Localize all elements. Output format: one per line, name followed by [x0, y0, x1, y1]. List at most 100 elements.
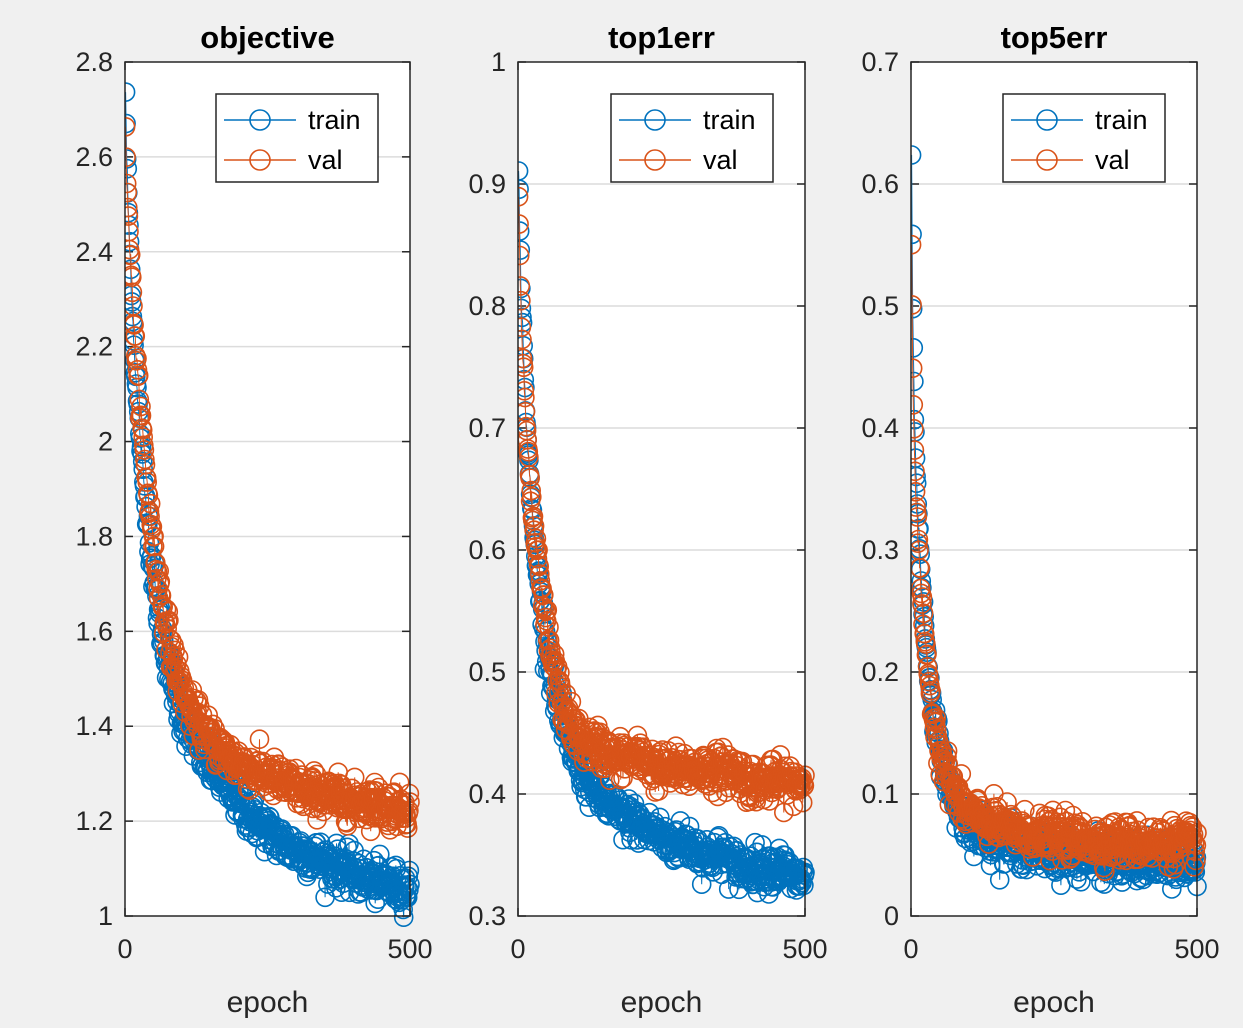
- data-point-train: [393, 907, 414, 928]
- data-point-val: [938, 754, 959, 774]
- data-point-val: [144, 536, 165, 557]
- x-axis-label: epoch: [227, 986, 309, 1019]
- data-point-val: [125, 206, 139, 226]
- data-point-val: [924, 711, 944, 731]
- legend-label-train: train: [1095, 105, 1148, 135]
- data-point-val: [912, 587, 933, 607]
- data-point-val: [917, 656, 938, 677]
- data-point-train: [911, 409, 925, 430]
- data-point-train: [792, 872, 812, 893]
- data-point-val: [911, 358, 923, 378]
- axes-border: [910, 61, 1198, 917]
- data-point-train: [397, 887, 418, 908]
- data-point-val: [304, 761, 325, 781]
- data-point-val: [599, 770, 620, 791]
- data-point-val: [518, 290, 531, 311]
- data-point-val: [911, 295, 922, 315]
- data-point-val: [188, 690, 209, 710]
- y-tick-label: 0.5: [861, 291, 899, 321]
- data-point-val: [926, 719, 947, 740]
- data-point-val: [610, 769, 631, 790]
- legend-marker-train: [644, 109, 666, 131]
- data-point-val: [550, 662, 570, 683]
- data-point-val: [140, 506, 160, 527]
- y-tick-label: 1: [98, 901, 113, 931]
- data-point-val: [518, 276, 531, 296]
- legend-marker-val: [644, 149, 666, 171]
- legend-marker-val: [1036, 149, 1058, 171]
- y-tick-label: 0.3: [468, 901, 506, 931]
- subplots-container: 1 1.2 1.4 1.6 1.8 2 2.2 2.4 2.6 2.8 0 500 objective e…: [75, 20, 1219, 1019]
- legend-label-train: train: [308, 105, 361, 135]
- data-point-val: [125, 245, 141, 265]
- data-marks: [125, 82, 420, 928]
- y-tick-label: 1: [491, 47, 506, 77]
- data-point-val: [544, 644, 565, 665]
- data-point-val: [134, 440, 155, 460]
- data-point-train: [911, 371, 924, 392]
- data-point-val: [249, 729, 270, 750]
- data-point-val: [125, 182, 138, 203]
- y-tick-label: 2.4: [75, 237, 113, 267]
- data-point-val: [149, 561, 169, 581]
- legend-marker-val: [249, 149, 271, 171]
- data-point-train: [1162, 879, 1182, 899]
- data-point-val: [911, 507, 928, 527]
- data-point-train: [691, 874, 712, 895]
- data-point-val: [539, 617, 559, 638]
- y-tick-label: 0.1: [861, 779, 899, 809]
- data-point-val: [523, 506, 544, 527]
- data-point-val: [627, 725, 648, 746]
- data-point-val: [1143, 817, 1164, 838]
- data-point-val: [131, 396, 151, 417]
- data-point-val: [1040, 850, 1060, 871]
- data-point-val: [1015, 799, 1035, 820]
- data-point-val: [917, 644, 937, 665]
- data-point-val: [518, 381, 535, 401]
- data-point-train: [911, 494, 928, 514]
- data-point-val: [161, 636, 181, 657]
- x-tick-label: 500: [782, 934, 827, 964]
- data-point-val: [518, 357, 534, 377]
- data-point-train: [911, 473, 927, 493]
- data-point-val: [521, 487, 542, 507]
- data-point-val: [389, 772, 410, 793]
- data-point-val: [150, 571, 171, 592]
- data-point-val: [518, 245, 530, 266]
- data-point-train: [794, 875, 814, 896]
- data-point-val: [132, 420, 153, 440]
- subplot-title: objective: [200, 20, 334, 55]
- data-point-val: [536, 601, 556, 622]
- data-point-val: [528, 540, 548, 560]
- data-point-val: [911, 440, 925, 460]
- data-point-val: [913, 603, 934, 624]
- y-tick-label: 1.4: [75, 711, 113, 741]
- data-point-val: [911, 497, 926, 517]
- data-point-val: [518, 214, 529, 234]
- data-point-val: [911, 395, 924, 415]
- legend: train val: [215, 93, 379, 183]
- y-tick-label: 0.6: [468, 535, 506, 565]
- data-marks: [911, 145, 1207, 899]
- y-tick-label: 0.3: [861, 535, 899, 565]
- legend-label-train: train: [703, 105, 756, 135]
- data-point-val: [131, 405, 152, 426]
- x-tick-label: 500: [387, 934, 432, 964]
- data-point-train: [393, 899, 414, 920]
- y-tick-label: 2.2: [75, 332, 113, 362]
- data-point-val: [151, 585, 172, 606]
- data-point-train: [518, 307, 532, 328]
- subplot-top5err: 0 0.1 0.2 0.3 0.4 0.5 0.6 0.7 0 500 top5err epoch tr…: [861, 20, 1219, 1019]
- data-point-val: [943, 766, 964, 787]
- data-point-val: [146, 552, 166, 573]
- axes-border: [124, 61, 411, 917]
- legend-box: [610, 93, 774, 183]
- data-point-val: [125, 197, 138, 218]
- data-point-val: [539, 630, 560, 651]
- data-point-train: [244, 790, 265, 811]
- data-point-val: [137, 472, 157, 492]
- data-point-train: [365, 893, 386, 914]
- legend-box: [1002, 93, 1166, 183]
- data-point-val: [709, 772, 729, 793]
